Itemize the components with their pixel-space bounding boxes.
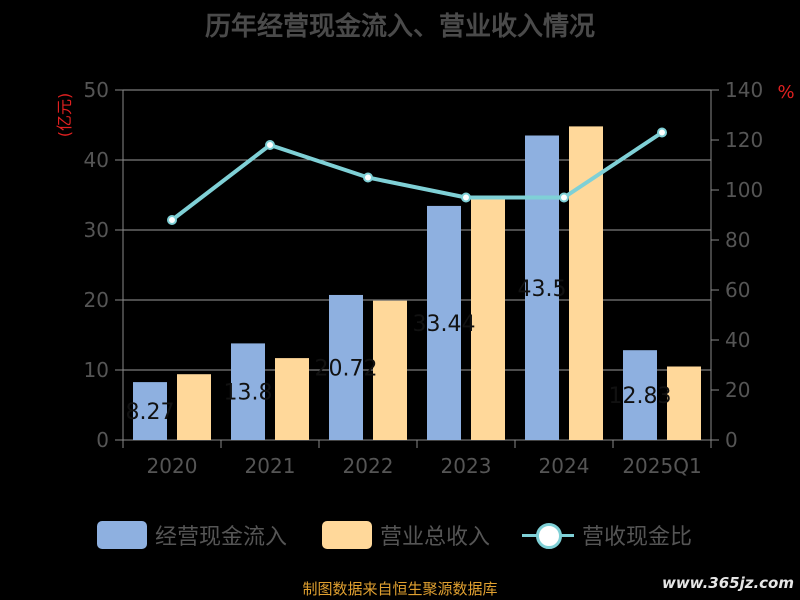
ratio-line [170,130,664,222]
chart-title: 历年经营现金流入、营业收入情况 [204,12,595,42]
y-right-tick-label: 20 [725,378,750,402]
ratio-point [559,192,569,203]
x-tick-label: 2022 [343,454,394,478]
legend-label-ratio: 营收现金比 [582,525,693,550]
y-left-tick-label: 10 [84,358,109,382]
bar-data-label: 43.5 [518,277,567,302]
source-note: 制图数据来自恒生聚源数据库 [302,580,498,598]
y-right-tick-label: 80 [725,228,750,252]
bar-data-label: 12.83 [609,384,672,409]
x-tick-label: 2021 [245,454,296,478]
bar-data-label: 20.72 [315,356,378,381]
y-left-tick-label: 20 [84,288,109,312]
y-right-tick-label: 120 [725,128,763,152]
legend-swatch-cash-inflow [97,521,147,549]
ratio-point [265,140,275,150]
bar-data-label: 33.44 [413,312,476,337]
y-left-tick-label: 0 [96,428,109,452]
watermark: www.365jz.com [661,574,794,592]
y-right-axis-label: % [777,82,794,103]
bar-data-label: 8.27 [126,400,175,425]
bar-revenue [569,126,603,441]
legend-swatch-revenue [322,521,372,549]
bar-cash-inflow [133,382,167,440]
y-left-tick-label: 30 [84,218,109,242]
ratio-point [363,172,373,183]
bar-revenue [667,366,701,440]
y-right-tick-label: 140 [725,78,763,102]
bar-revenue [275,358,309,440]
legend-item-ratio[interactable]: 营收现金比 [522,518,692,552]
y-right-tick-label: 40 [725,328,750,352]
ratio-point [461,192,471,203]
x-tick-label: 2024 [539,454,590,478]
line-marker-icon [522,521,574,549]
bar-revenue [471,198,505,440]
y-left-axis-label: (亿元) [55,93,74,138]
bar-cash-inflow [525,135,559,440]
bar-revenue [373,300,407,440]
y-right-tick-label: 60 [725,278,750,302]
y-left-tick-label: 50 [84,78,109,102]
y-right-tick-label: 100 [725,178,763,202]
ratio-point [657,127,667,138]
bar-data-label: 13.8 [224,381,273,406]
bar-cash-inflow [329,294,363,440]
bar-revenue [177,374,211,440]
legend-item-cash-inflow[interactable]: 经营现金流入 [97,518,287,552]
bar-cash-inflow [427,205,461,440]
x-tick-label: 2023 [441,454,492,478]
ratio-point [167,215,177,225]
y-left-tick-label: 40 [84,148,109,172]
bar-cash-inflow [623,350,657,440]
legend-label-cash-inflow: 经营现金流入 [155,525,288,550]
y-right-tick-label: 0 [725,428,738,452]
x-tick-label: 2025Q1 [622,454,701,478]
bar-cash-inflow [231,343,265,440]
legend-item-revenue[interactable]: 营业总收入 [322,518,490,552]
legend-label-revenue: 营业总收入 [380,525,491,550]
x-tick-label: 2020 [147,454,198,478]
